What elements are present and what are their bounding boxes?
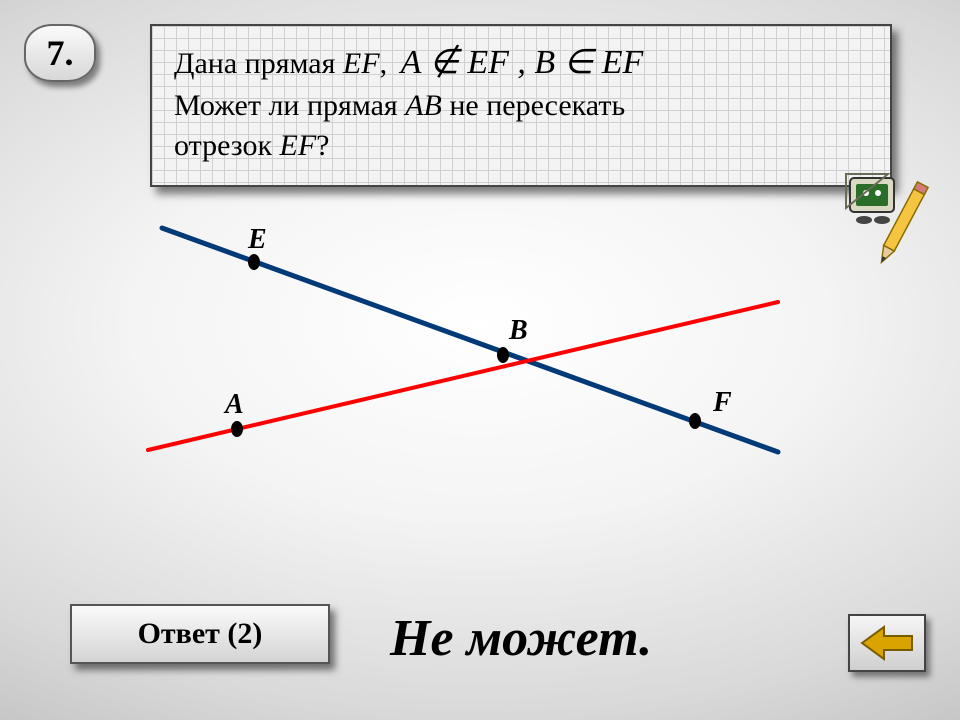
question-line-1: Дана прямая EF, A ∉ EF , B ∈ EF — [174, 40, 868, 86]
problem-number-badge: 7. — [24, 24, 96, 82]
question-line-3: отрезок EF? — [174, 126, 868, 167]
svg-text:B: B — [508, 315, 528, 346]
answer-text: Не может. — [390, 609, 652, 668]
q-text: отрезок — [174, 129, 280, 162]
q-formula: A ∉ EF , B ∈ EF — [395, 44, 644, 81]
svg-text:F: F — [712, 387, 732, 418]
mascot-icon — [842, 168, 932, 278]
answer-button[interactable]: Ответ (2) — [70, 604, 330, 664]
arrow-left-icon — [860, 625, 914, 661]
geometry-diagram: E B F A — [110, 180, 830, 510]
answer-button-label: Ответ (2) — [138, 617, 263, 651]
question-panel: Дана прямая EF, A ∉ EF , B ∈ EF Может ли… — [150, 24, 892, 187]
question-line-2: Может ли прямая AB не пересекать — [174, 86, 868, 127]
q-var-ef: EF — [343, 47, 380, 80]
q-text: , — [380, 47, 395, 80]
q-var-ef2: EF — [280, 129, 317, 162]
q-var-ab: AB — [405, 89, 442, 122]
q-text: ? — [316, 129, 329, 162]
q-text: не пересекать — [442, 89, 625, 122]
svg-text:E: E — [247, 224, 267, 255]
nav-back-button[interactable] — [848, 614, 926, 672]
q-text: Дана прямая — [174, 47, 343, 80]
arrow-shape — [862, 627, 912, 659]
svg-text:A: A — [223, 389, 244, 420]
problem-number: 7. — [47, 32, 74, 74]
q-text: Может ли прямая — [174, 89, 405, 122]
point-F: F — [689, 387, 732, 429]
